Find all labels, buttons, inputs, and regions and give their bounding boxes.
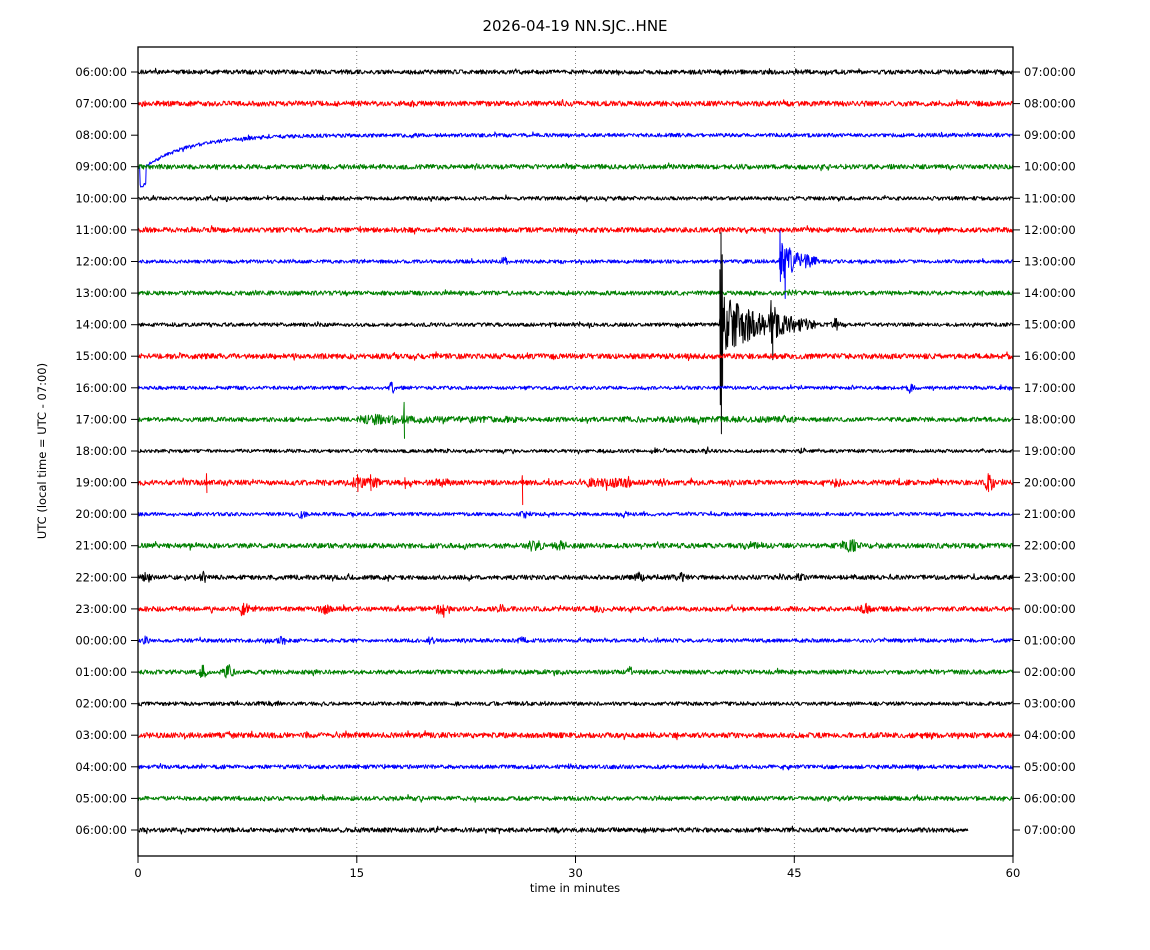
trace-030000 [137,730,1014,741]
right-tick-label: 23:00:00 [1024,570,1076,584]
trace-050000 [137,794,1014,803]
left-tick-label: 15:00:00 [75,349,127,363]
left-tick-label: 18:00:00 [75,444,127,458]
x-axis-label: time in minutes [530,881,620,895]
left-tick-label: 07:00:00 [75,97,127,111]
trace-180000 [137,446,1014,455]
right-tick-label: 09:00:00 [1024,128,1076,142]
right-tick-label: 06:00:00 [1024,791,1076,805]
right-tick-label: 13:00:00 [1024,255,1076,269]
right-tick-label: 19:00:00 [1024,444,1076,458]
left-tick-label: 12:00:00 [75,255,127,269]
trace-010000 [137,664,1014,679]
right-tick-label: 07:00:00 [1024,823,1076,837]
x-tick-label: 30 [568,866,583,880]
trace-000000 [137,635,1014,645]
left-tick-label: 02:00:00 [75,697,127,711]
left-tick-label: 05:00:00 [75,791,127,805]
left-tick-label: 09:00:00 [75,160,127,174]
left-tick-label: 00:00:00 [75,634,127,648]
left-tick-label: 14:00:00 [75,318,127,332]
right-tick-label: 00:00:00 [1024,602,1076,616]
trace-190000 [137,473,1014,506]
x-tick-label: 45 [787,866,802,880]
trace-160000 [137,381,1014,394]
right-tick-label: 15:00:00 [1024,318,1076,332]
trace-220000 [137,570,1014,583]
x-tick-label: 0 [134,866,141,880]
trace-150000 [137,351,1014,362]
left-tick-label: 10:00:00 [75,191,127,205]
trace-120000 [137,230,1014,299]
right-tick-label: 22:00:00 [1024,539,1076,553]
left-tick-label: 04:00:00 [75,760,127,774]
trace-060000 [137,825,969,835]
axis-ticks [131,71,1020,863]
left-tick-label: 22:00:00 [75,570,127,584]
right-tick-label: 20:00:00 [1024,476,1076,490]
right-tick-label: 02:00:00 [1024,665,1076,679]
trace-210000 [137,539,1014,553]
left-tick-label: 17:00:00 [75,412,127,426]
y-axis-label: UTC (local time = UTC - 07:00) [35,363,49,539]
right-tick-label: 16:00:00 [1024,349,1076,363]
left-tick-label: 21:00:00 [75,539,127,553]
left-tick-label: 08:00:00 [75,128,127,142]
trace-230000 [137,602,1014,618]
trace-080000 [137,131,1014,188]
trace-090000 [137,162,1014,172]
left-tick-label: 06:00:00 [75,823,127,837]
x-tick-label: 60 [1006,866,1021,880]
trace-040000 [137,763,1014,771]
left-tick-label: 01:00:00 [75,665,127,679]
trace-060000 [137,67,1014,76]
left-tick-label: 19:00:00 [75,476,127,490]
trace-070000 [137,99,1014,108]
trace-130000 [137,289,1014,298]
right-tick-label: 01:00:00 [1024,634,1076,648]
right-tick-label: 03:00:00 [1024,697,1076,711]
seismogram-traces [137,67,1014,835]
x-tick-label: 15 [349,866,364,880]
right-tick-label: 18:00:00 [1024,412,1076,426]
right-tick-label: 08:00:00 [1024,97,1076,111]
trace-110000 [137,225,1014,235]
left-tick-label: 20:00:00 [75,507,127,521]
left-tick-label: 13:00:00 [75,286,127,300]
right-tick-label: 21:00:00 [1024,507,1076,521]
plot-content: 06:00:00 07:00:00 07:00:00 08:00:00 08:00:00… [75,46,1076,880]
right-tick-label: 12:00:00 [1024,223,1076,237]
trace-020000 [137,700,1014,707]
right-tick-label: 04:00:00 [1024,728,1076,742]
left-tick-label: 06:00:00 [75,65,127,79]
right-tick-label: 10:00:00 [1024,160,1076,174]
trace-200000 [137,510,1014,520]
chart-title: 2026-04-19 NN.SJC..HNE [482,17,667,35]
right-tick-label: 05:00:00 [1024,760,1076,774]
axis-tick-labels: 06:00:00 07:00:00 07:00:00 08:00:00 08:00:00… [75,65,1075,880]
right-tick-label: 11:00:00 [1024,191,1076,205]
right-tick-label: 17:00:00 [1024,381,1076,395]
left-tick-label: 23:00:00 [75,602,127,616]
right-tick-label: 07:00:00 [1024,65,1076,79]
trace-100000 [137,194,1014,203]
trace-170000 [137,401,1014,439]
left-tick-label: 03:00:00 [75,728,127,742]
left-tick-label: 16:00:00 [75,381,127,395]
trace-140000 [137,232,1014,435]
left-tick-label: 11:00:00 [75,223,127,237]
right-tick-label: 14:00:00 [1024,286,1076,300]
